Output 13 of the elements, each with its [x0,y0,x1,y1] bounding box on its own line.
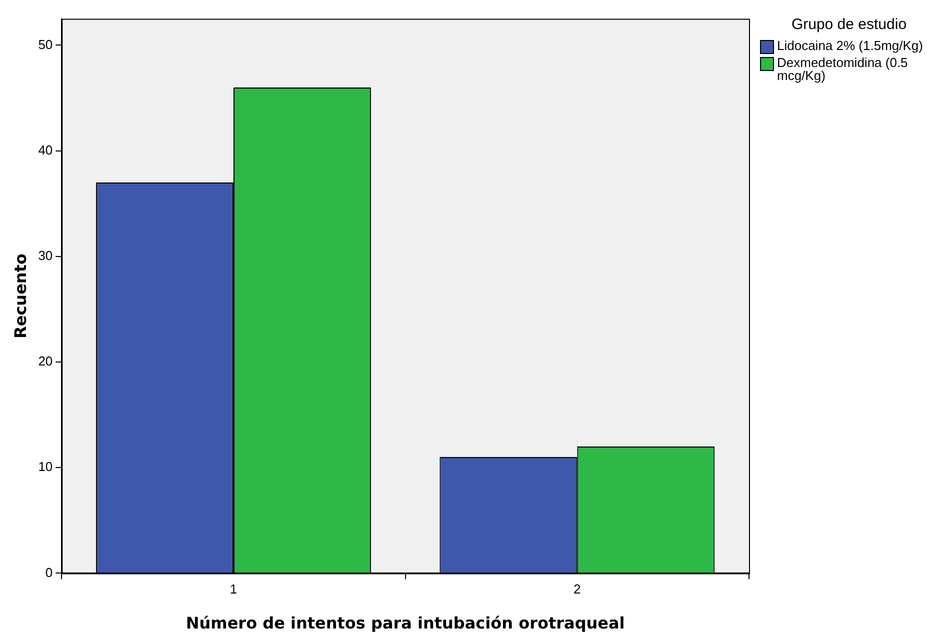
x-tick-label: 2 [574,582,581,597]
y-tick-label: 20 [38,354,53,369]
legend-label: Dexmedetomidina (0.5 mcg/Kg) [777,55,909,83]
legend-label: Lidocaina 2% (1.5mg/Kg) [777,38,923,53]
x-axis-title: Número de intentos para intubación orotraqueal [186,614,625,633]
legend-title: Grupo de estudio [790,16,908,33]
y-axis-title: Recuento [10,254,30,338]
y-tick-label: 0 [45,564,53,580]
y-tick-label: 50 [38,36,53,52]
y-tick-label: 40 [38,142,53,158]
y-tick-label: 30 [38,248,53,263]
y-tick-label: 10 [38,459,53,474]
x-tick-label: 1 [230,582,238,597]
